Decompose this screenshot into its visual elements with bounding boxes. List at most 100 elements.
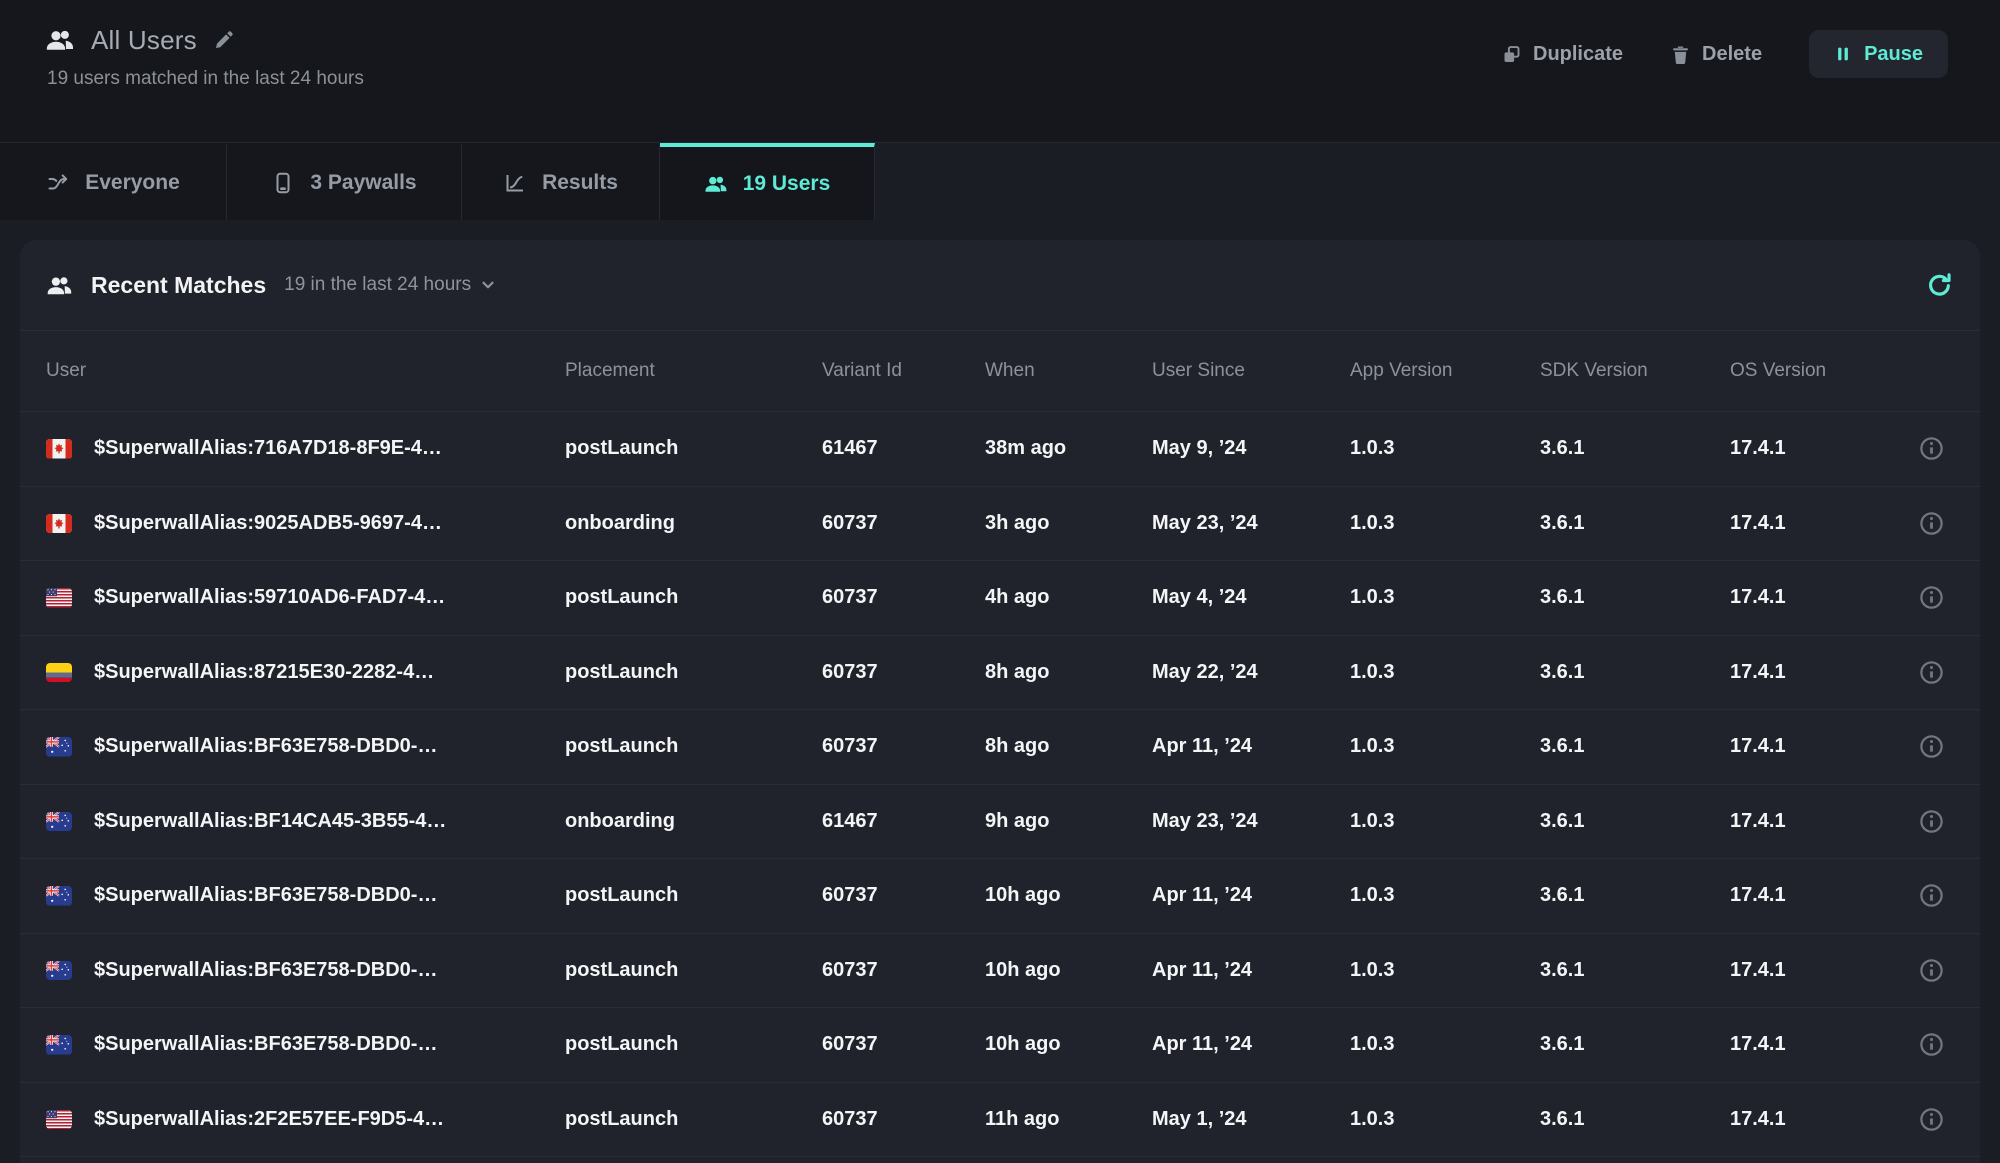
sdk-version-cell: 3.6.1 xyxy=(1540,660,1585,683)
sdk-version-cell: 3.6.1 xyxy=(1540,1107,1585,1130)
col-user-since: User Since xyxy=(1152,360,1245,381)
duplicate-button[interactable]: Duplicate xyxy=(1501,43,1623,66)
user-alias: $SuperwallAlias:87215E30-2282-4… xyxy=(94,660,435,683)
refresh-button[interactable] xyxy=(1925,271,1954,300)
sdk-version-cell: 3.6.1 xyxy=(1540,958,1585,981)
app-version-cell: 1.0.3 xyxy=(1350,1033,1395,1056)
app-version-cell: 1.0.3 xyxy=(1350,437,1395,460)
chevron-down-icon xyxy=(482,281,494,289)
when-cell: 8h ago xyxy=(985,735,1050,758)
app-version-cell: 1.0.3 xyxy=(1350,586,1395,609)
country-flag-icon xyxy=(46,662,72,682)
pause-button[interactable]: Pause xyxy=(1809,30,1948,78)
delete-button[interactable]: Delete xyxy=(1670,43,1762,66)
when-cell: 9h ago xyxy=(985,809,1050,832)
tab-everyone[interactable]: Everyone xyxy=(0,143,227,220)
info-button[interactable] xyxy=(1918,435,1945,462)
when-cell: 3h ago xyxy=(985,511,1050,534)
page-title: All Users xyxy=(91,24,197,55)
os-version-cell: 17.4.1 xyxy=(1730,586,1786,609)
placement-cell: postLaunch xyxy=(565,958,679,981)
when-cell: 10h ago xyxy=(985,884,1061,907)
user-alias: $SuperwallAlias:2F2E57EE-F9D5-4… xyxy=(94,1107,445,1130)
col-os-version: OS Version xyxy=(1730,360,1827,381)
variant-id-cell: 60737 xyxy=(822,958,878,981)
user-since-cell: May 22, ’24 xyxy=(1152,660,1258,683)
variant-id-cell: 60737 xyxy=(822,660,878,683)
matched-users-subtitle: 19 users matched in the last 24 hours xyxy=(47,68,364,89)
variant-id-cell: 61467 xyxy=(822,437,878,460)
info-button[interactable] xyxy=(1918,659,1945,686)
col-app-version: App Version xyxy=(1350,360,1453,381)
table-row: $SuperwallAlias:BF63E758-DBD0-… postLaun… xyxy=(20,932,1980,1008)
info-button[interactable] xyxy=(1918,957,1945,984)
user-since-cell: May 23, ’24 xyxy=(1152,511,1258,534)
os-version-cell: 17.4.1 xyxy=(1730,660,1786,683)
recent-matches-header: Recent Matches 19 in the last 24 hours xyxy=(20,240,1980,331)
variant-id-cell: 60737 xyxy=(822,1033,878,1056)
sdk-version-cell: 3.6.1 xyxy=(1540,809,1585,832)
tab-label: Everyone xyxy=(85,171,180,194)
info-icon xyxy=(1919,810,1943,833)
app-version-cell: 1.0.3 xyxy=(1350,735,1395,758)
table-row: $SuperwallAlias:716A7D18-8F9E-4… postLau… xyxy=(20,411,1980,486)
recent-matches-card: Recent Matches 19 in the last 24 hours U… xyxy=(20,240,1980,1163)
col-variant-id: Variant Id xyxy=(822,360,902,381)
user-since-cell: May 4, ’24 xyxy=(1152,586,1247,609)
user-alias: $SuperwallAlias:9025ADB5-9697-4… xyxy=(94,511,442,534)
edit-pencil-icon[interactable] xyxy=(213,29,235,51)
app-version-cell: 1.0.3 xyxy=(1350,809,1395,832)
user-alias: $SuperwallAlias:BF14CA45-3B55-4… xyxy=(94,809,447,832)
info-button[interactable] xyxy=(1918,882,1945,909)
pause-icon xyxy=(1838,47,1848,61)
tab-users[interactable]: 19 Users xyxy=(660,143,875,220)
country-flag-icon xyxy=(46,960,72,980)
os-version-cell: 17.4.1 xyxy=(1730,809,1786,832)
copy-icon xyxy=(1504,45,1520,62)
os-version-cell: 17.4.1 xyxy=(1730,1033,1786,1056)
user-alias: $SuperwallAlias:BF63E758-DBD0-… xyxy=(94,735,438,758)
campaign-header: All Users 19 users matched in the last 2… xyxy=(0,0,2000,142)
table-row: $SuperwallAlias:87215E30-2282-4… postLau… xyxy=(20,634,1980,710)
info-button[interactable] xyxy=(1918,510,1945,537)
tab-paywalls[interactable]: 3 Paywalls xyxy=(227,143,462,220)
table-row-partial xyxy=(20,1156,1980,1163)
split-arrow-icon xyxy=(48,174,68,190)
os-version-cell: 17.4.1 xyxy=(1730,958,1786,981)
info-button[interactable] xyxy=(1918,733,1945,760)
info-button[interactable] xyxy=(1918,1106,1945,1133)
info-button[interactable] xyxy=(1918,1031,1945,1058)
placement-cell: postLaunch xyxy=(565,1107,679,1130)
table-row: $SuperwallAlias:BF63E758-DBD0-… postLaun… xyxy=(20,709,1980,784)
user-since-cell: Apr 11, ’24 xyxy=(1152,735,1253,758)
variant-id-cell: 61467 xyxy=(822,809,878,832)
country-flag-icon xyxy=(46,1035,72,1055)
user-alias: $SuperwallAlias:BF63E758-DBD0-… xyxy=(94,958,438,981)
users-icon xyxy=(46,272,73,299)
country-flag-icon xyxy=(46,811,72,831)
app-version-cell: 1.0.3 xyxy=(1350,660,1395,683)
time-range-dropdown[interactable]: 19 in the last 24 hours xyxy=(284,274,497,296)
col-user: User xyxy=(46,360,87,381)
placement-cell: onboarding xyxy=(565,511,675,534)
info-button[interactable] xyxy=(1918,808,1945,835)
campaign-tabs: Everyone 3 Paywalls Results 19 Users xyxy=(0,142,2000,220)
placement-cell: onboarding xyxy=(565,809,675,832)
table-row: $SuperwallAlias:9025ADB5-9697-4… onboard… xyxy=(20,485,1980,561)
user-alias: $SuperwallAlias:BF63E758-DBD0-… xyxy=(94,884,438,907)
user-alias: $SuperwallAlias:716A7D18-8F9E-4… xyxy=(94,437,442,460)
app-version-cell: 1.0.3 xyxy=(1350,1107,1395,1130)
info-icon xyxy=(1919,1033,1943,1056)
when-cell: 11h ago xyxy=(985,1107,1060,1130)
user-since-cell: Apr 11, ’24 xyxy=(1152,958,1253,981)
info-button[interactable] xyxy=(1918,584,1945,611)
user-since-cell: Apr 11, ’24 xyxy=(1152,884,1253,907)
chart-icon xyxy=(506,175,524,192)
table-body: $SuperwallAlias:716A7D18-8F9E-4… postLau… xyxy=(20,411,1980,1163)
placement-cell: postLaunch xyxy=(565,586,679,609)
variant-id-cell: 60737 xyxy=(822,511,878,534)
tab-results[interactable]: Results xyxy=(462,143,660,220)
table-row: $SuperwallAlias:BF14CA45-3B55-4… onboard… xyxy=(20,783,1980,859)
app-version-cell: 1.0.3 xyxy=(1350,958,1395,981)
os-version-cell: 17.4.1 xyxy=(1730,511,1786,534)
